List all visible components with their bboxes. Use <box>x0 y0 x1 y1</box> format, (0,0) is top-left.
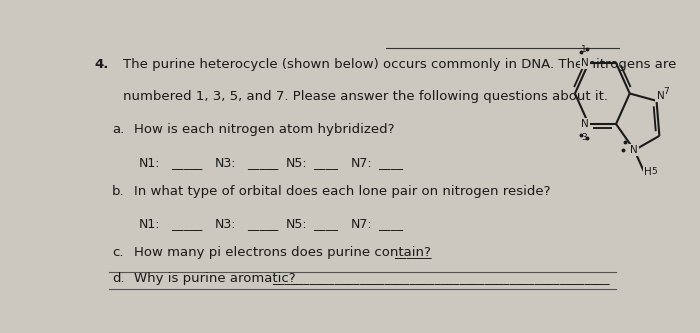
Text: a.: a. <box>112 123 124 136</box>
Text: N5:: N5: <box>286 218 307 231</box>
Text: Why is purine aromatic?: Why is purine aromatic? <box>134 272 295 285</box>
Text: _____: _____ <box>172 218 203 231</box>
Text: 1: 1 <box>581 45 587 54</box>
Text: How is each nitrogen atom hybridized?: How is each nitrogen atom hybridized? <box>134 123 394 136</box>
Text: H: H <box>644 166 652 176</box>
Text: b.: b. <box>112 185 125 198</box>
Text: _____: _____ <box>248 218 279 231</box>
Text: N: N <box>581 119 589 129</box>
Text: ______________________________________________________: ________________________________________… <box>272 272 610 285</box>
Text: N7:: N7: <box>351 157 372 169</box>
Text: N1:: N1: <box>139 157 160 169</box>
Text: 5: 5 <box>651 167 657 176</box>
Text: ____: ____ <box>378 157 402 169</box>
Text: N7:: N7: <box>351 218 372 231</box>
Text: 4.: 4. <box>94 58 109 71</box>
Text: N: N <box>657 91 664 101</box>
Text: N5:: N5: <box>286 157 307 169</box>
Text: ____: ____ <box>378 218 402 231</box>
Text: 3: 3 <box>581 133 587 142</box>
Text: N: N <box>581 58 589 68</box>
Text: 7: 7 <box>664 87 669 96</box>
Text: The purine heterocycle (shown below) occurs commonly in DNA. The nitrogens are: The purine heterocycle (shown below) occ… <box>122 58 676 71</box>
Text: _____: _____ <box>248 157 279 169</box>
Text: N3:: N3: <box>215 218 237 231</box>
Text: In what type of orbital does each lone pair on nitrogen reside?: In what type of orbital does each lone p… <box>134 185 550 198</box>
Text: How many pi electrons does purine contain?: How many pi electrons does purine contai… <box>134 246 430 259</box>
Text: N1:: N1: <box>139 218 160 231</box>
Text: ____: ____ <box>313 157 337 169</box>
Text: ____: ____ <box>313 218 337 231</box>
Text: N: N <box>631 145 638 155</box>
Text: numbered 1, 3, 5, and 7. Please answer the following questions about it.: numbered 1, 3, 5, and 7. Please answer t… <box>122 90 608 103</box>
Text: d.: d. <box>112 272 125 285</box>
Text: ______: ______ <box>394 246 431 259</box>
Text: N3:: N3: <box>215 157 237 169</box>
Text: c.: c. <box>112 246 123 259</box>
Text: _____: _____ <box>172 157 203 169</box>
